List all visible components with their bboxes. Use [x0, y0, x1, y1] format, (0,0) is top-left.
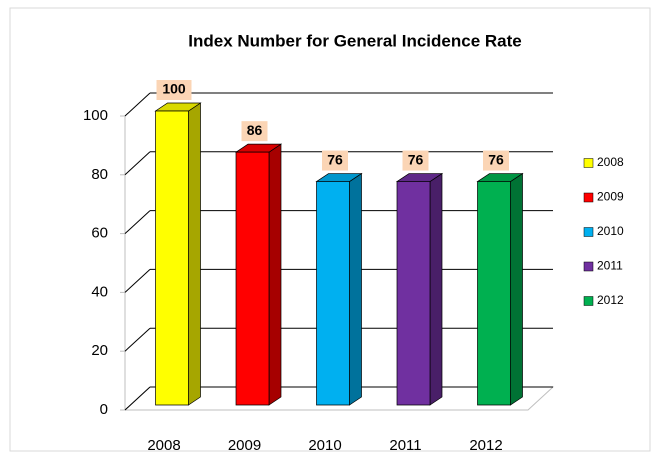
legend-swatch: [583, 296, 594, 306]
bar-front: [477, 181, 511, 406]
legend-swatch: [583, 158, 594, 168]
data-label: 76: [327, 151, 343, 167]
bar: [395, 172, 444, 406]
bar-side: [349, 172, 362, 406]
data-label-box: [241, 121, 268, 142]
grid-line: [124, 210, 151, 234]
grid-line: [124, 386, 151, 411]
bar-side: [188, 102, 201, 406]
bar-front: [235, 151, 270, 406]
bar-side: [510, 172, 523, 406]
grid-line: [124, 151, 151, 176]
legend-swatch: [583, 192, 594, 203]
x-tick-label: 2010: [308, 437, 341, 452]
bar-front: [316, 181, 350, 406]
data-label-box: [483, 150, 509, 171]
bar-side: [268, 143, 282, 406]
grid-line: [124, 269, 151, 293]
y-tick-label: 100: [83, 107, 108, 124]
grid-line: [124, 327, 151, 352]
legend-label: 2011: [597, 259, 623, 273]
legend-label: 2010: [597, 224, 624, 238]
grid-line: [124, 92, 151, 117]
legend-label: 2012: [597, 293, 624, 307]
bar-front: [155, 110, 189, 406]
y-tick-label: 80: [91, 166, 108, 183]
data-label-box: [156, 80, 192, 100]
x-tick-label: 2009: [228, 437, 261, 452]
bar-side: [429, 172, 443, 406]
bar: [476, 172, 524, 406]
data-label: 76: [408, 151, 424, 167]
legend-label: 2008: [597, 155, 624, 169]
x-tick-label: 2012: [469, 437, 502, 452]
bar-front: [396, 181, 431, 406]
y-tick-label: 40: [91, 283, 108, 300]
x-tick-label: 2008: [147, 437, 180, 452]
data-label: 76: [488, 151, 504, 167]
data-label: 100: [162, 81, 186, 97]
y-tick-label: 20: [91, 342, 108, 359]
legend-swatch: [583, 261, 594, 272]
y-tick-label: 0: [100, 401, 108, 418]
chart-title: Index Number for General Incidence Rate: [188, 31, 521, 50]
bar: [234, 143, 283, 406]
bar: [315, 172, 363, 406]
bar: [154, 102, 202, 406]
data-label-box: [402, 150, 429, 171]
legend-swatch: [583, 227, 594, 237]
x-tick-label: 2011: [389, 437, 421, 452]
data-label: 86: [247, 122, 263, 138]
data-label-box: [322, 150, 348, 171]
legend-label: 2009: [597, 190, 624, 204]
y-tick-label: 60: [91, 225, 108, 242]
